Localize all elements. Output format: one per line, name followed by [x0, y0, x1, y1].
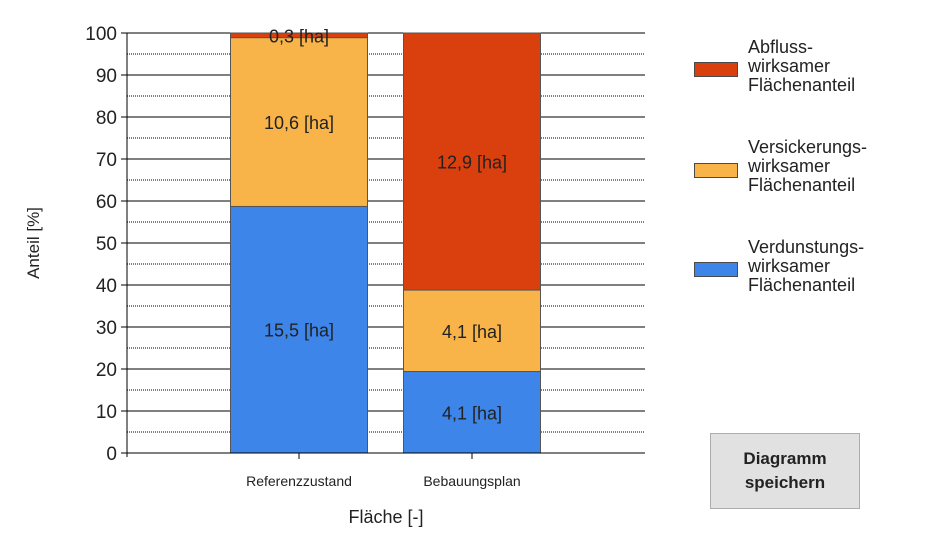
bar-value-label: 4,1 [ha]	[442, 322, 502, 342]
legend-swatch-verdunstung	[694, 262, 738, 277]
legend-label-verdunstung: Verdunstungs- wirksamer Flächenanteil	[748, 237, 865, 295]
legend-swatch-abfluss	[694, 62, 738, 77]
bar-value-label: 4,1 [ha]	[442, 403, 502, 423]
bar-segment	[403, 371, 541, 454]
bar-value-label: 0,3 [ha]	[269, 26, 329, 46]
legend-label-abfluss: Abfluss- wirksamer Flächenanteil	[748, 37, 856, 95]
legend-label-versickerung: Versickerungs- wirksamer Flächenanteil	[748, 137, 868, 195]
y-tick-label: 90	[96, 66, 117, 87]
y-tick-label: 80	[96, 108, 117, 129]
bar-segment	[403, 32, 541, 291]
x-tick-label: Referenzzustand	[246, 473, 352, 489]
y-tick-label: 30	[96, 318, 117, 339]
bars: 15,5 [ha] 10,6 [ha] 0,3 [ha] 4,1 [ha] 4,1 [h…	[230, 26, 541, 454]
stacked-bar-chart: 15,5 [ha] 10,6 [ha] 0,3 [ha] 4,1 [ha] 4,1 [h…	[24, 24, 645, 527]
axes: 0 10 20 30 40 50 60 70 80 90 100 Referenzzustand Beb…	[85, 24, 645, 489]
y-tick-label: 60	[96, 192, 117, 213]
y-axis-title: Anteil [%]	[24, 207, 43, 279]
x-tick-label: Bebauungsplan	[423, 473, 520, 489]
x-axis-title: Fläche [-]	[348, 507, 423, 527]
y-tick-label: 10	[96, 402, 117, 423]
y-tick-label: 50	[96, 234, 117, 255]
y-tick-label: 100	[85, 24, 117, 45]
bar-segment	[230, 205, 368, 454]
bar-value-label: 10,6 [ha]	[264, 113, 334, 133]
bar-segment	[230, 32, 368, 39]
gridlines	[127, 32, 645, 433]
bar-value-label: 15,5 [ha]	[264, 321, 334, 341]
bar-segment	[403, 289, 541, 373]
legend: Abfluss- wirksamer Flächenanteil Versick…	[694, 0, 934, 340]
y-tick-label: 70	[96, 150, 117, 171]
y-tick-label: 0	[106, 444, 117, 465]
y-tick-label: 40	[96, 276, 117, 297]
y-tick-label: 20	[96, 360, 117, 381]
save-diagram-button[interactable]: Diagramm speichern	[710, 433, 860, 509]
legend-swatch-versickerung	[694, 163, 738, 178]
bar-value-label: 12,9 [ha]	[437, 153, 507, 173]
bar-segment	[230, 37, 368, 207]
